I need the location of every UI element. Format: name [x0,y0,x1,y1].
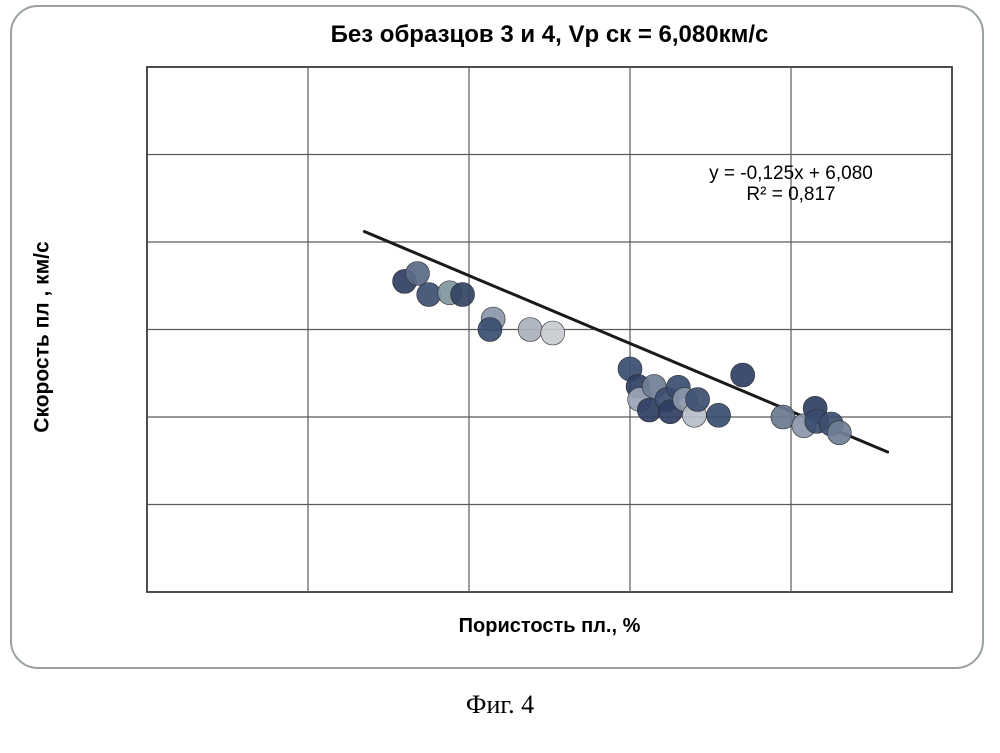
r-squared-text: R² = 0,817 [746,184,835,205]
data-point [478,318,502,342]
figure-caption: Фиг. 4 [0,690,1000,720]
data-point [686,388,710,412]
data-point [707,403,731,427]
page: Скорость пл , км/с Без образцов 3 и 4, V… [0,0,1000,753]
data-point [827,421,851,445]
x-axis-label: Пористость пл., % [459,615,641,637]
y-axis-label: Скорость пл , км/с [26,7,60,667]
data-point [451,283,475,307]
y-axis-label-text: Скорость пл , км/с [31,241,55,432]
data-point [405,262,429,286]
chart-frame: Скорость пл , км/с Без образцов 3 и 4, V… [10,5,984,669]
data-point [541,321,565,345]
equation-text: y = -0,125x + 6,080 [709,163,873,184]
data-point [417,283,441,307]
plot-area: Без образцов 3 и 4, Vp ск = 6,080км/с y =… [72,12,972,652]
chart-svg: Без образцов 3 и 4, Vp ск = 6,080км/с y =… [72,12,972,652]
data-point [771,405,795,429]
chart-title: Без образцов 3 и 4, Vp ск = 6,080км/с [331,21,769,48]
data-point [518,318,542,342]
data-point [731,363,755,387]
